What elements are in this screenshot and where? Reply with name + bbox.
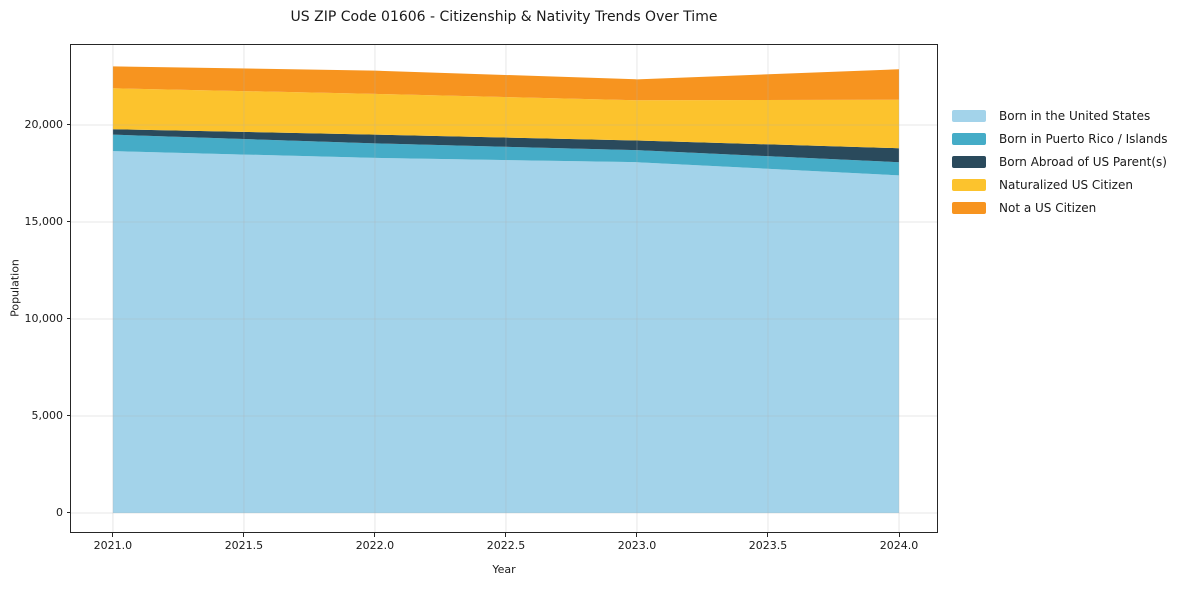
y-tick-label: 10,000 bbox=[24, 311, 64, 325]
area-series-3 bbox=[112, 88, 900, 149]
legend-swatch bbox=[952, 155, 986, 168]
legend-label: Born Abroad of US Parent(s) bbox=[999, 154, 1167, 169]
legend-item-3: Naturalized US Citizen bbox=[952, 174, 1168, 197]
legend-label: Born in the United States bbox=[999, 108, 1151, 123]
legend-label: Born in Puerto Rico / Islands bbox=[999, 131, 1168, 146]
y-tick-mark bbox=[67, 124, 71, 126]
x-tick-mark bbox=[112, 533, 114, 537]
legend-item-4: Not a US Citizen bbox=[952, 197, 1168, 220]
plot-area bbox=[70, 44, 938, 533]
x-tick-mark bbox=[898, 533, 900, 537]
legend: Born in the United States Born in Puerto … bbox=[952, 104, 1168, 220]
x-tick-label: 2021.5 bbox=[224, 539, 264, 552]
y-tick-mark bbox=[67, 318, 71, 320]
legend-swatch bbox=[952, 109, 986, 122]
x-axis-label: Year bbox=[492, 563, 516, 576]
x-tick-mark bbox=[374, 533, 376, 537]
legend-label: Not a US Citizen bbox=[999, 201, 1097, 216]
y-axis-label: Population bbox=[8, 259, 22, 317]
x-tick-label: 2024.0 bbox=[879, 539, 919, 552]
legend-swatch bbox=[952, 132, 986, 145]
y-tick-mark bbox=[67, 221, 71, 223]
y-tick-label: 0 bbox=[56, 505, 63, 519]
x-tick-label: 2023.0 bbox=[617, 539, 657, 552]
legend-item-2: Born Abroad of US Parent(s) bbox=[952, 150, 1168, 173]
y-tick-label: 5,000 bbox=[31, 408, 64, 422]
y-tick-label: 20,000 bbox=[24, 117, 64, 131]
x-tick-mark bbox=[505, 533, 507, 537]
y-tick-mark bbox=[67, 415, 71, 417]
legend-item-0: Born in the United States bbox=[952, 104, 1168, 127]
area-series-1 bbox=[112, 134, 900, 176]
chart-title: US ZIP Code 01606 - Citizenship & Nativi… bbox=[290, 9, 718, 25]
x-tick-mark bbox=[767, 533, 769, 537]
area-series-4 bbox=[112, 66, 900, 101]
legend-swatch bbox=[952, 179, 986, 192]
x-tick-label: 2021.0 bbox=[93, 539, 133, 552]
legend-label: Naturalized US Citizen bbox=[999, 178, 1133, 193]
legend-swatch bbox=[952, 202, 986, 215]
x-tick-mark bbox=[243, 533, 245, 537]
x-tick-label: 2022.0 bbox=[355, 539, 395, 552]
y-tick-label: 15,000 bbox=[24, 214, 64, 228]
chart-canvas bbox=[71, 45, 937, 532]
y-tick-mark bbox=[67, 512, 71, 514]
x-tick-mark bbox=[636, 533, 638, 537]
x-tick-label: 2022.5 bbox=[486, 539, 526, 552]
area-series-2 bbox=[112, 129, 900, 163]
legend-item-1: Born in Puerto Rico / Islands bbox=[952, 127, 1168, 150]
x-tick-label: 2023.5 bbox=[748, 539, 788, 552]
area-series-0 bbox=[112, 151, 900, 513]
